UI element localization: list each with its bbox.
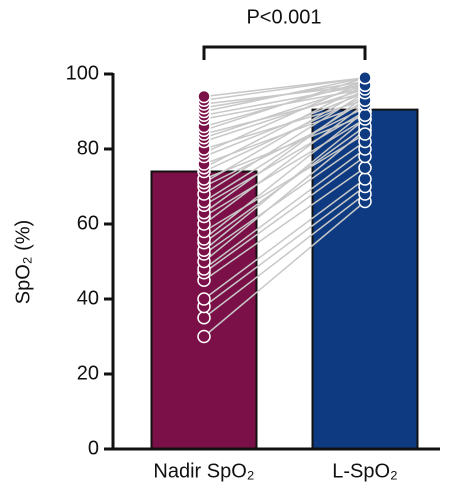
y-tick-label: 20 <box>77 362 99 384</box>
pair-line <box>203 110 366 240</box>
pair-line <box>203 140 366 255</box>
y-tick-label: 60 <box>77 212 99 234</box>
data-point <box>197 311 211 325</box>
y-tick-label: 100 <box>66 62 99 84</box>
pair-line <box>203 84 366 105</box>
pair-line <box>203 99 366 203</box>
pair-line <box>203 88 366 184</box>
pair-line <box>203 178 366 300</box>
x-tick-label: L-SpO₂ <box>332 460 398 482</box>
pair-line <box>203 193 366 319</box>
pair-line <box>203 167 366 281</box>
x-tick-label: Nadir SpO₂ <box>153 460 254 482</box>
pair-line <box>203 92 366 135</box>
data-point <box>197 329 211 344</box>
data-point <box>358 71 372 85</box>
pair-line <box>203 200 366 338</box>
significance-label: P<0.001 <box>246 6 321 28</box>
data-point <box>358 172 372 186</box>
pair-line <box>203 148 366 270</box>
data-point <box>197 89 211 104</box>
y-axis-label: SpO₂ (%) <box>12 220 34 304</box>
pair-line <box>203 95 366 214</box>
pair-line <box>203 84 366 116</box>
pair-line <box>203 114 366 180</box>
pair-line <box>203 125 366 244</box>
pair-line <box>203 88 366 120</box>
data-point <box>358 108 372 122</box>
pair-line <box>203 155 366 274</box>
y-tick-label: 40 <box>77 287 99 309</box>
pair-line <box>203 133 366 233</box>
pair-line <box>203 129 366 263</box>
pair-line <box>203 118 366 218</box>
data-point <box>358 161 372 175</box>
significance-bracket <box>202 45 367 60</box>
y-tick-label: 0 <box>88 437 99 459</box>
pair-line <box>203 77 366 98</box>
pair-line <box>203 110 366 206</box>
pair-line <box>203 88 366 143</box>
pair-line <box>203 103 366 225</box>
pair-line <box>203 99 366 150</box>
y-tick-label: 80 <box>77 137 99 159</box>
data-point <box>197 292 211 306</box>
data-point <box>358 127 372 141</box>
pair-line <box>203 185 366 308</box>
pair-line <box>203 103 366 165</box>
